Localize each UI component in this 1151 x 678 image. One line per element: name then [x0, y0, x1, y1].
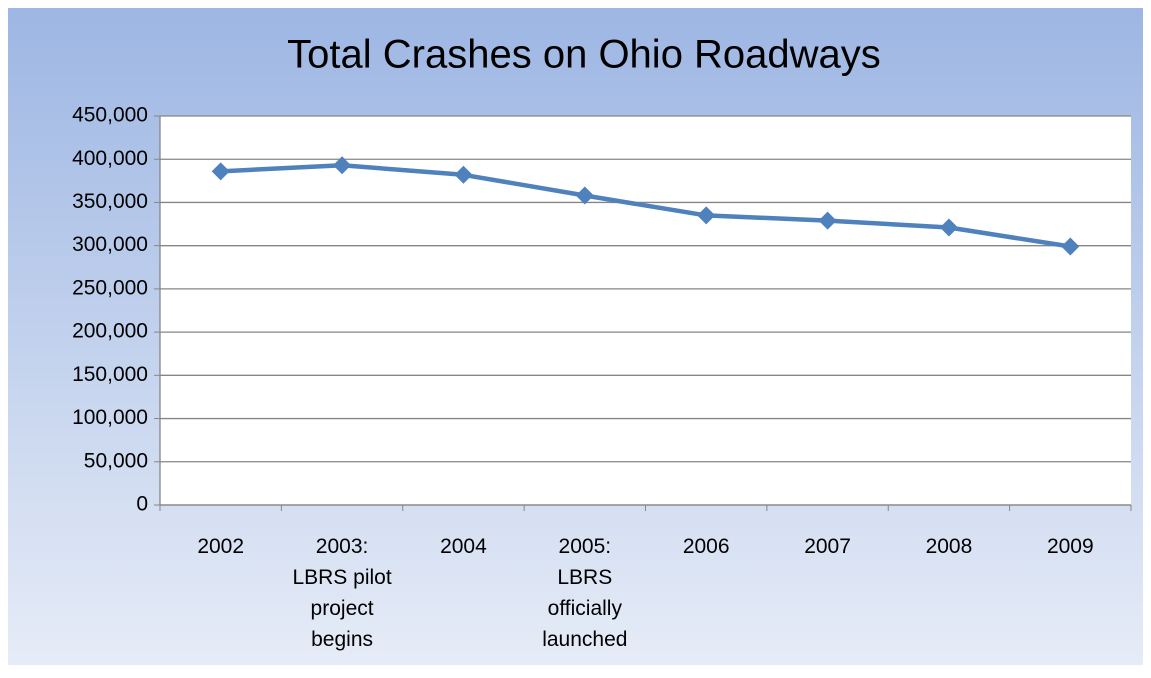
data-point	[454, 165, 473, 184]
data-point	[333, 156, 352, 175]
y-tick-label: 350,000	[72, 190, 148, 213]
x-tick-label: 2005: LBRS officially launched	[542, 535, 627, 651]
y-tick-label: 100,000	[72, 406, 148, 429]
x-tick-label: 2002	[197, 535, 244, 558]
x-tick-label: 2007	[804, 535, 851, 558]
data-point	[697, 206, 716, 225]
y-tick-label: 0	[136, 493, 148, 516]
chart-title: Total Crashes on Ohio Roadways	[287, 33, 881, 77]
y-tick-label: 50,000	[84, 449, 148, 472]
data-point	[575, 186, 594, 205]
x-tick-label: 2003: LBRS pilot project begins	[292, 535, 391, 651]
y-tick-label: 150,000	[72, 363, 148, 386]
line-series	[220, 163, 1071, 249]
y-tick-label: 200,000	[72, 320, 148, 343]
y-tick-label: 300,000	[72, 233, 148, 256]
x-tick-label: 2006	[683, 535, 730, 558]
y-tick-label: 400,000	[72, 147, 148, 170]
y-tick-label: 450,000	[72, 104, 148, 127]
plot-area	[160, 116, 1131, 505]
x-tick-label: 2009	[1047, 535, 1094, 558]
y-tick-label: 250,000	[72, 276, 148, 299]
data-point	[211, 162, 230, 181]
data-point	[1061, 237, 1080, 256]
data-point	[939, 218, 958, 237]
data-point	[818, 211, 837, 230]
x-tick-label: 2004	[440, 535, 487, 558]
x-tick-label: 2008	[926, 535, 973, 558]
